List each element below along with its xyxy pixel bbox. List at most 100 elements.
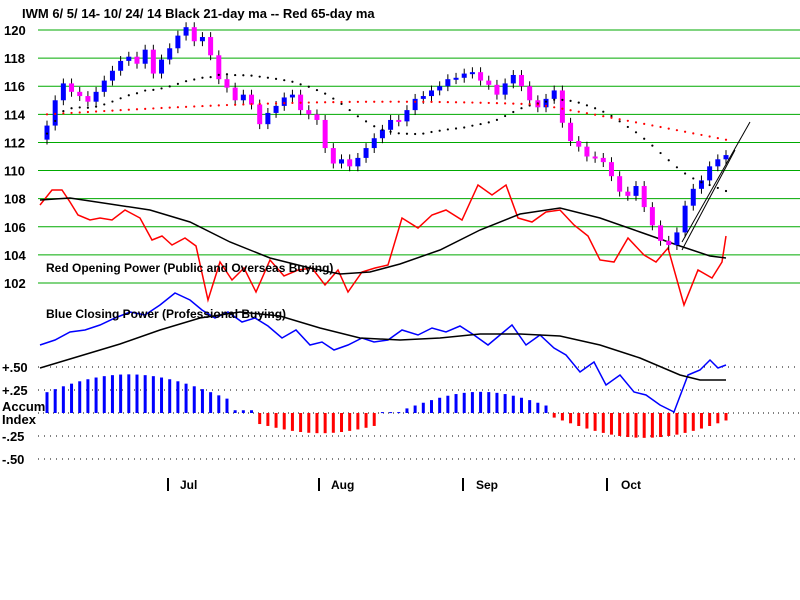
- ma21-dot: [389, 130, 392, 133]
- ma65-dot: [561, 107, 564, 110]
- accum-bar: [143, 375, 147, 413]
- candle-body: [159, 59, 165, 74]
- ma65-dot: [324, 101, 327, 104]
- candle-body: [126, 56, 132, 61]
- candle-body: [379, 129, 385, 139]
- ma21-dot: [45, 132, 49, 135]
- candle-body: [437, 86, 443, 91]
- candle-body: [707, 166, 713, 181]
- accum-bar: [380, 412, 384, 414]
- accum-bar: [94, 377, 98, 413]
- accum-bar: [151, 376, 155, 413]
- ma21-dot: [667, 159, 670, 162]
- accum-bar: [405, 408, 409, 413]
- accum-bar: [266, 413, 270, 426]
- ma65-dot: [86, 110, 90, 114]
- ma21-dot: [201, 76, 204, 79]
- candle-body: [330, 148, 336, 164]
- accum-bar: [601, 413, 605, 433]
- accum-bar: [659, 413, 663, 438]
- ma21-dot: [242, 74, 245, 77]
- candle-body: [109, 70, 115, 81]
- candle-body: [77, 91, 83, 97]
- accum-bar: [225, 398, 229, 413]
- ma65-dot: [544, 104, 548, 107]
- ma65-dot: [495, 102, 499, 105]
- ma65-dot: [536, 103, 539, 106]
- ma65-dot: [242, 103, 245, 106]
- ma65-dot: [62, 112, 65, 115]
- ma65-dot: [103, 109, 106, 113]
- ma65-dot: [430, 100, 433, 104]
- accum-bar: [331, 413, 335, 433]
- ma65-dot: [700, 133, 703, 137]
- accum-bar: [209, 392, 213, 413]
- ma65-dot: [356, 100, 359, 103]
- ma65-dot: [683, 130, 687, 133]
- blue-closing-power-line: [39, 292, 727, 414]
- accum-bar: [675, 413, 679, 435]
- ma65-dot: [479, 101, 482, 104]
- ma21-dot: [119, 97, 122, 100]
- ma65-dot: [299, 101, 302, 104]
- ma65-dot: [111, 109, 114, 112]
- ma65-dot: [594, 113, 597, 116]
- ma65-dot: [553, 106, 556, 109]
- ma21-dot: [405, 132, 409, 135]
- candle-body: [183, 27, 189, 36]
- ma21-dot: [373, 125, 376, 128]
- ma21-dot: [585, 104, 589, 107]
- red-opening-power-label: Red Opening Power (Public and Overseas B…: [46, 261, 333, 275]
- ma65-dot: [274, 102, 278, 105]
- ma21-dot: [692, 177, 695, 180]
- ma65-dot: [528, 103, 531, 106]
- ma65-dot: [217, 104, 220, 107]
- candle-body: [690, 188, 696, 206]
- ma21-dot: [430, 130, 433, 134]
- ma21-dot: [651, 144, 654, 147]
- accum-bar: [577, 413, 581, 427]
- ma21-dot: [144, 89, 147, 92]
- ma21-dot: [610, 114, 613, 118]
- indicator-lines: [39, 183, 727, 414]
- ma21-dot: [160, 87, 163, 90]
- ma65-dot: [307, 101, 310, 104]
- ma21-dot: [193, 78, 196, 81]
- candle-body: [85, 96, 91, 102]
- ma21-dot: [78, 106, 81, 109]
- ma21-dot: [487, 121, 490, 124]
- candle-body: [608, 162, 614, 177]
- candle-body: [224, 79, 230, 88]
- accum-bar: [724, 413, 728, 421]
- price-tick-label: 106: [4, 220, 26, 235]
- ma65-dot: [414, 100, 417, 103]
- ma65-dot: [135, 108, 139, 111]
- ma21-dot: [217, 73, 220, 76]
- accum-bar: [176, 381, 180, 413]
- ma65-dot: [667, 127, 670, 130]
- accum-bar: [552, 413, 556, 418]
- candle-body: [208, 37, 214, 56]
- ma21-dot: [683, 172, 687, 175]
- ma21-dot: [62, 109, 65, 113]
- accum-bar: [102, 376, 106, 413]
- opening-power-ma-line: [39, 197, 727, 275]
- accum-bar: [503, 394, 507, 413]
- ma65-dot: [291, 101, 294, 105]
- accum-bar: [233, 410, 237, 413]
- ma65-dot: [266, 102, 269, 105]
- ma65-dot: [569, 109, 572, 112]
- ma65-dot: [610, 116, 613, 119]
- indicator-tick-label: +.50: [2, 360, 28, 375]
- accum-bar: [634, 413, 638, 438]
- candle-body: [576, 141, 582, 147]
- ma65-dot: [651, 124, 654, 127]
- accum-bar: [699, 413, 703, 429]
- ma21-dot: [225, 73, 229, 76]
- ma21-dot: [471, 124, 474, 127]
- ma65-dot: [471, 101, 474, 104]
- candle-body: [584, 146, 590, 157]
- accum-bar: [192, 386, 196, 413]
- candle-body: [191, 27, 197, 42]
- accum-bar: [413, 405, 417, 413]
